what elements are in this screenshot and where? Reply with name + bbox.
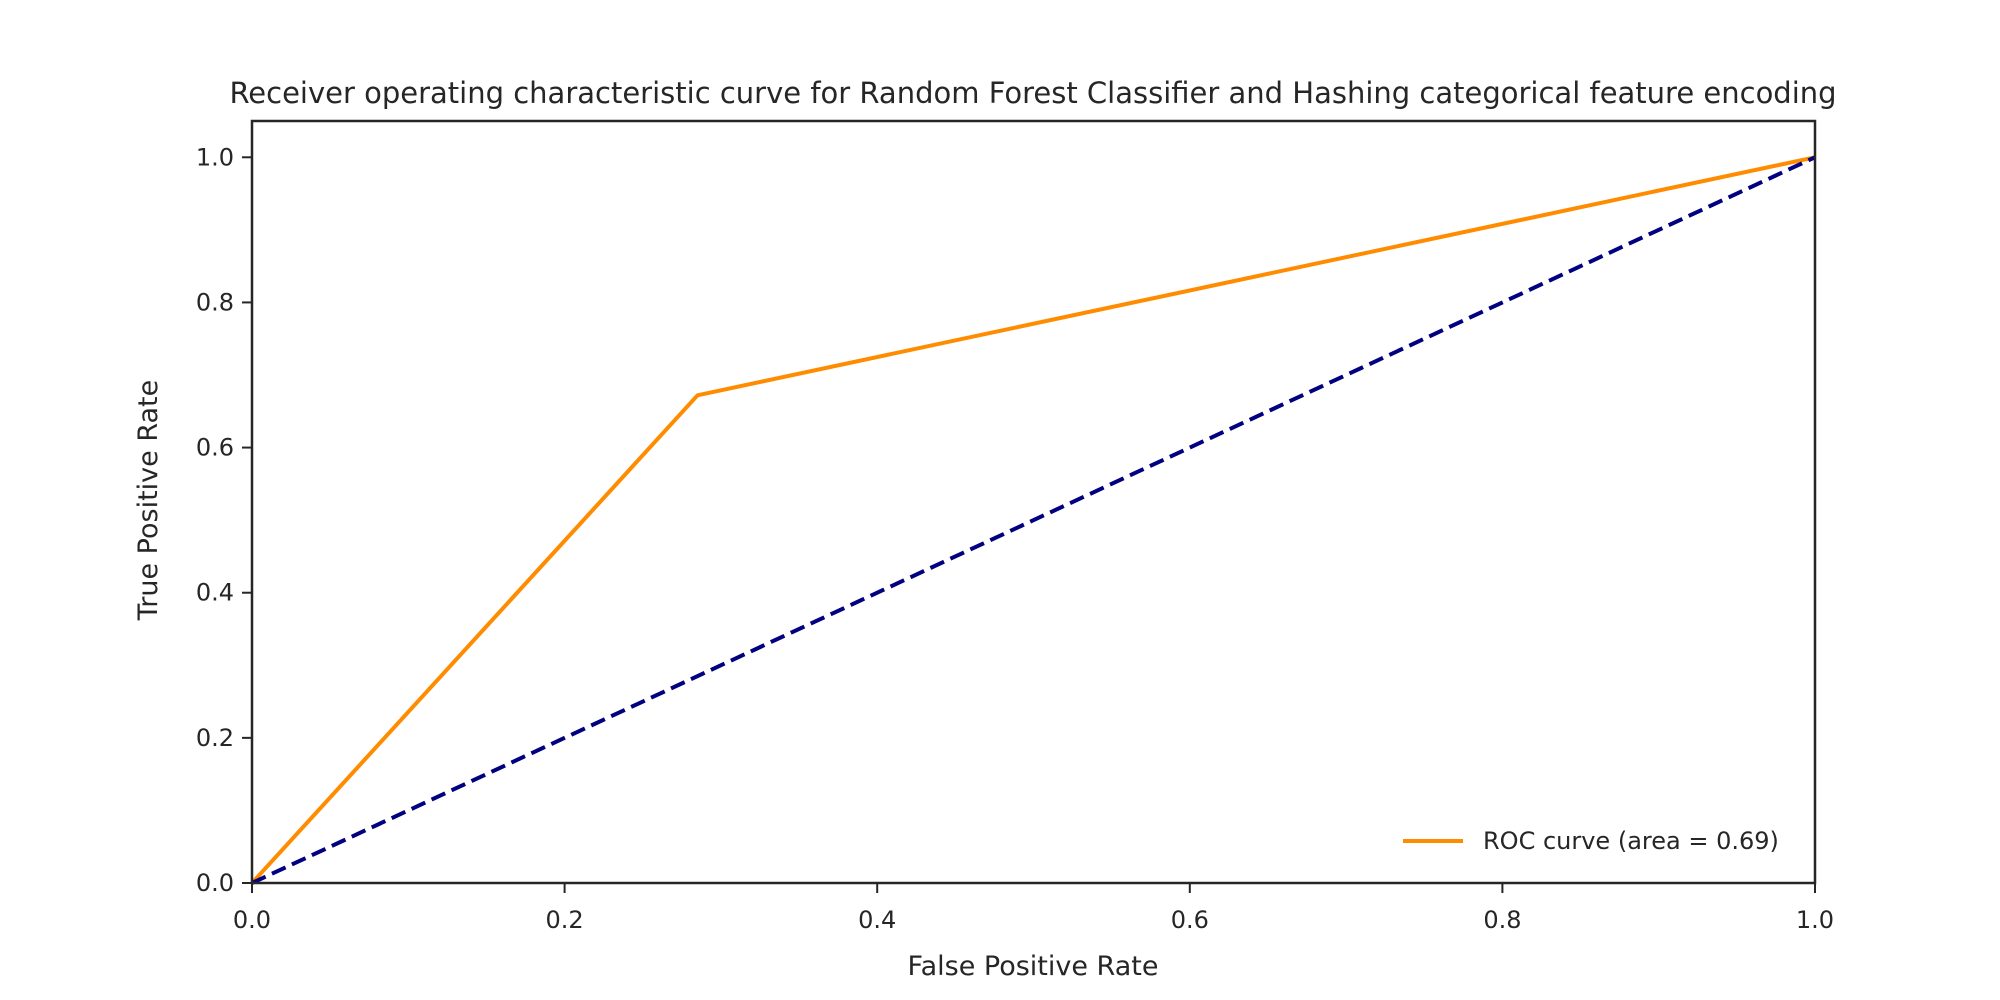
plot-area: 0.0 0.2 0.4 0.6 0.8 1.0 0.0 0.2 0.4 0.6 0.8 1.0 (196, 119, 1834, 934)
x-tick-label: 0.4 (858, 906, 896, 934)
x-tick-label: 1.0 (1796, 906, 1834, 934)
legend-entry: ROC curve (area = 0.69) (1483, 827, 1779, 855)
y-tick-label: 0.6 (196, 434, 234, 462)
x-tick-label: 0.2 (546, 906, 584, 934)
legend: ROC curve (area = 0.69) (1403, 827, 1779, 855)
y-tick-label: 0.4 (196, 579, 234, 607)
y-tick-label: 0.8 (196, 288, 234, 316)
y-tick-label: 1.0 (196, 143, 234, 171)
x-tick-label: 0.8 (1483, 906, 1521, 934)
y-axis-label: True Positive Rate (133, 380, 164, 622)
roc-curve-line (250, 155, 1816, 885)
y-tick-label: 0.2 (196, 724, 234, 752)
chance-diagonal-line (251, 155, 1816, 885)
chart-title: Receiver operating characteristic curve … (229, 76, 1836, 110)
x-tick-label: 0.6 (1171, 906, 1209, 934)
x-axis-label: False Positive Rate (908, 951, 1159, 982)
x-tick-label: 0.0 (233, 906, 271, 934)
plot-frame (250, 119, 1817, 885)
y-tick-label: 0.0 (196, 869, 234, 897)
